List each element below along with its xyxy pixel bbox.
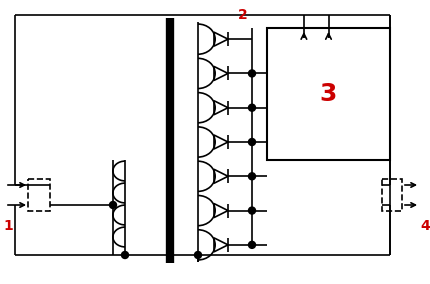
Circle shape <box>249 139 255 145</box>
Bar <box>382 179 402 211</box>
Circle shape <box>122 252 129 258</box>
Text: 3: 3 <box>320 82 337 106</box>
Circle shape <box>249 241 255 248</box>
Text: 4: 4 <box>420 219 430 233</box>
Circle shape <box>249 173 255 180</box>
Circle shape <box>194 252 202 258</box>
Bar <box>267 28 390 160</box>
Text: 1: 1 <box>3 219 13 233</box>
Circle shape <box>249 207 255 214</box>
Text: 2: 2 <box>238 8 248 22</box>
Circle shape <box>249 104 255 111</box>
Circle shape <box>110 202 117 208</box>
Circle shape <box>249 70 255 77</box>
Bar <box>28 179 50 211</box>
